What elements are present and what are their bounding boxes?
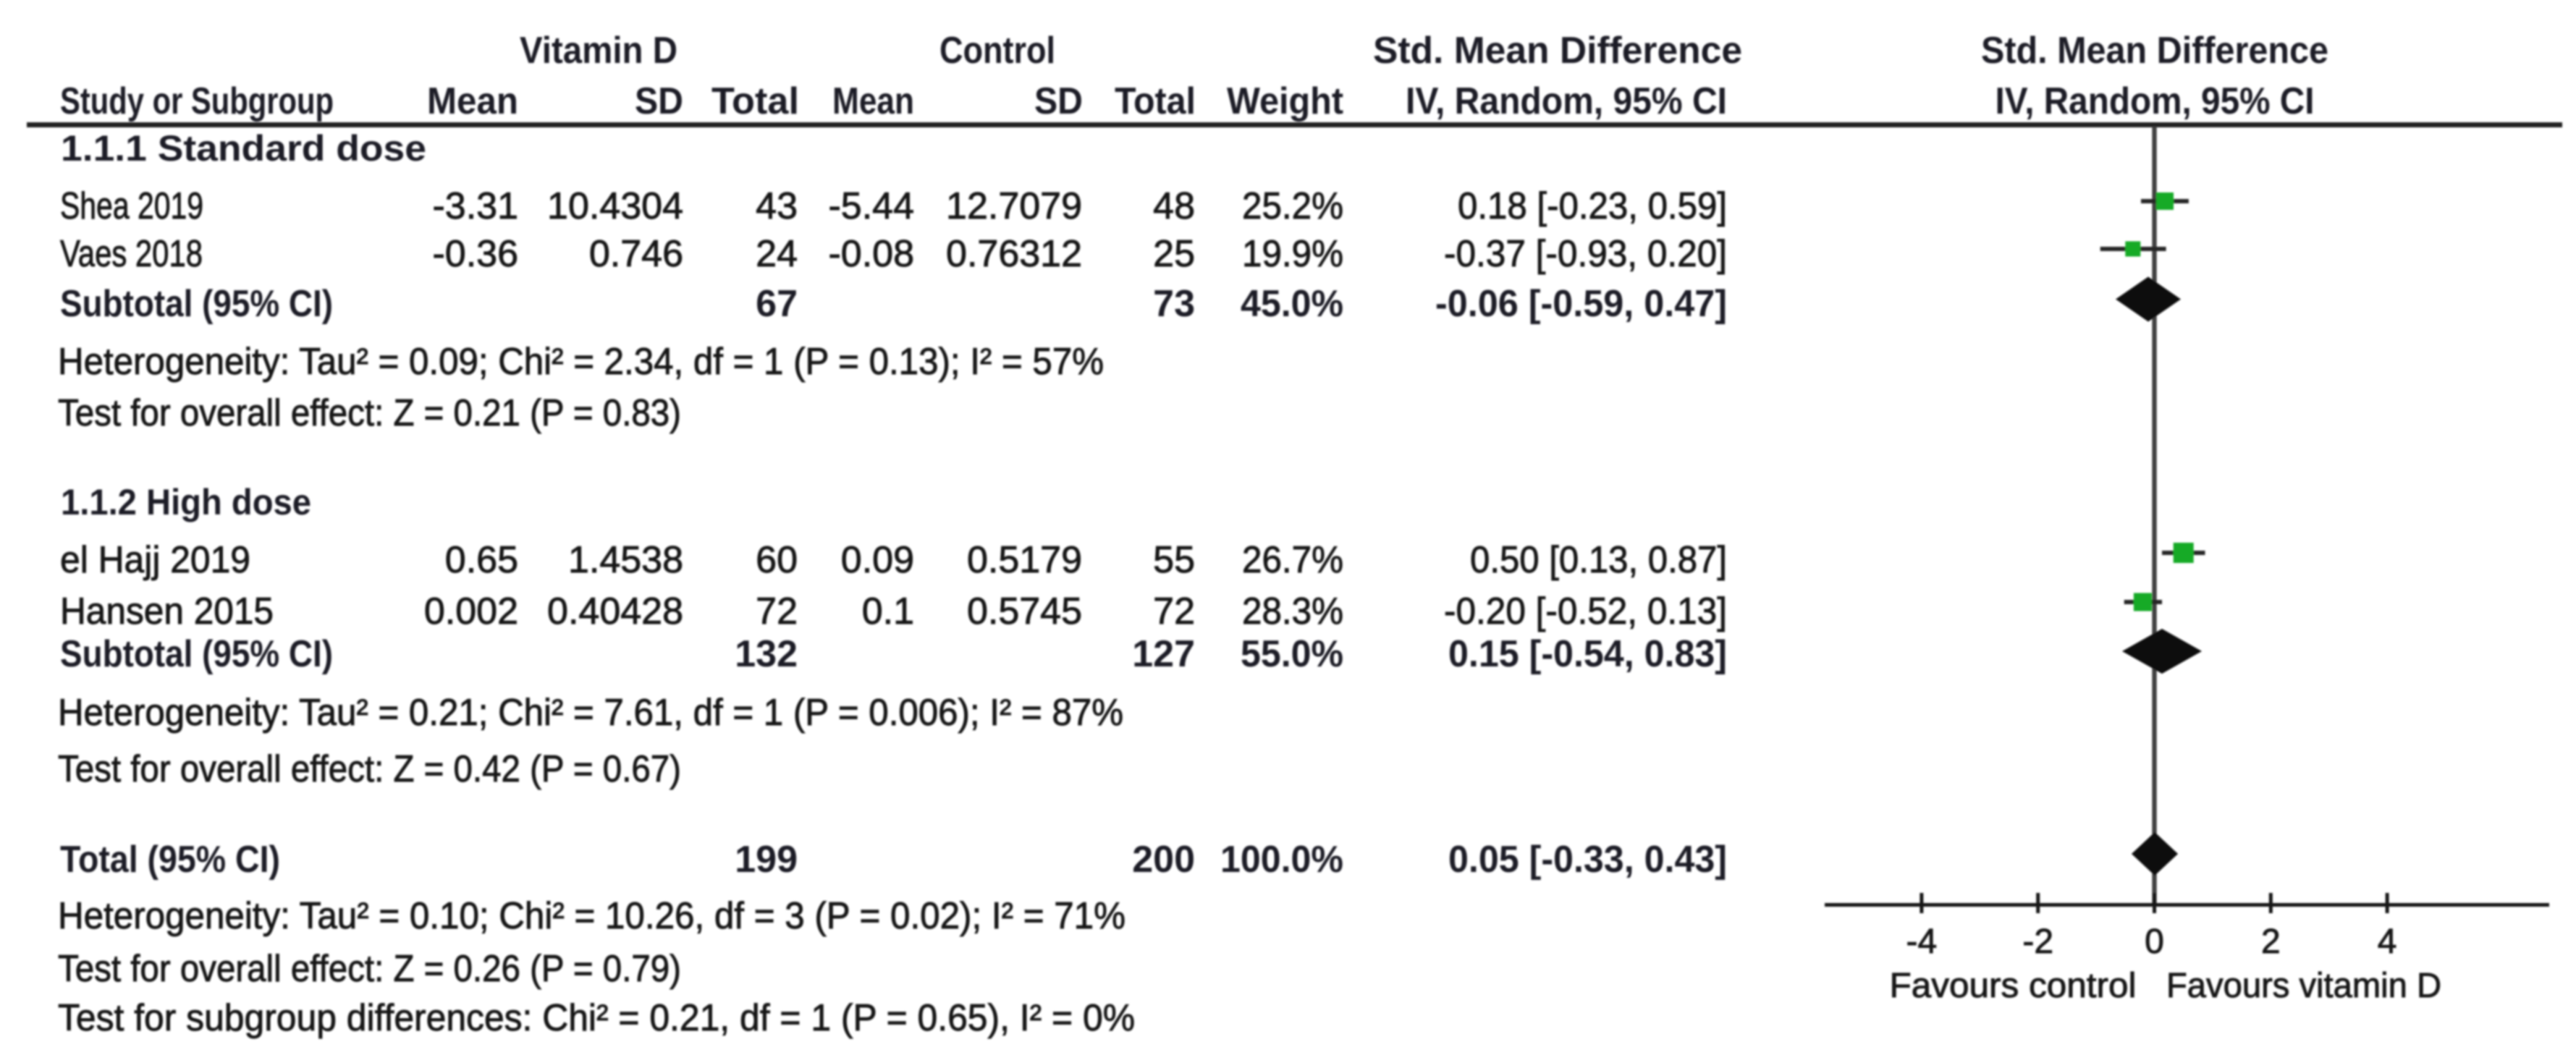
- svg-text:SD: SD: [635, 80, 683, 122]
- svg-text:Heterogeneity: Tau² = 0.10; Ch: Heterogeneity: Tau² = 0.10; Chi² = 10.26…: [58, 895, 1126, 937]
- svg-text:25.2%: 25.2%: [1242, 185, 1343, 227]
- svg-text:1.1.1 Standard dose: 1.1.1 Standard dose: [61, 128, 426, 169]
- svg-text:Favours vitamin D: Favours vitamin D: [2166, 967, 2441, 1005]
- svg-text:10.4304: 10.4304: [547, 185, 683, 227]
- svg-text:72: 72: [1153, 590, 1195, 632]
- svg-text:0.65: 0.65: [445, 539, 518, 581]
- svg-text:0.18 [-0.23, 0.59]: 0.18 [-0.23, 0.59]: [1458, 185, 1727, 227]
- svg-text:100.0%: 100.0%: [1220, 839, 1343, 881]
- svg-text:Std. Mean Difference: Std. Mean Difference: [1373, 30, 1742, 72]
- svg-text:Total: Total: [711, 80, 799, 122]
- svg-text:132: 132: [735, 633, 798, 675]
- svg-text:0.1: 0.1: [862, 590, 914, 632]
- svg-text:Study or Subgroup: Study or Subgroup: [60, 80, 334, 122]
- svg-text:-0.20 [-0.52, 0.13]: -0.20 [-0.52, 0.13]: [1444, 590, 1727, 632]
- svg-text:Total (95% CI): Total (95% CI): [60, 839, 280, 881]
- svg-text:Test for overall effect: Z = 0: Test for overall effect: Z = 0.26 (P = 0…: [58, 948, 681, 990]
- svg-text:0.5179: 0.5179: [967, 539, 1082, 581]
- svg-text:0.05 [-0.33, 0.43]: 0.05 [-0.33, 0.43]: [1448, 839, 1727, 881]
- svg-text:0.15 [-0.54, 0.83]: 0.15 [-0.54, 0.83]: [1448, 633, 1727, 675]
- svg-text:0.50 [0.13, 0.87]: 0.50 [0.13, 0.87]: [1470, 539, 1727, 581]
- svg-text:0.40428: 0.40428: [547, 590, 683, 632]
- svg-text:IV, Random, 95% CI: IV, Random, 95% CI: [1996, 80, 2315, 122]
- svg-text:Std. Mean Difference: Std. Mean Difference: [1981, 30, 2328, 72]
- svg-text:Weight: Weight: [1227, 80, 1343, 122]
- svg-text:-5.44: -5.44: [828, 185, 914, 227]
- svg-text:-0.06 [-0.59, 0.47]: -0.06 [-0.59, 0.47]: [1435, 283, 1727, 325]
- svg-text:Shea 2019: Shea 2019: [60, 185, 203, 227]
- svg-text:-3.31: -3.31: [432, 185, 518, 227]
- svg-text:Vitamin D: Vitamin D: [520, 30, 677, 72]
- svg-text:2: 2: [2261, 923, 2281, 961]
- svg-text:Heterogeneity: Tau² = 0.09; Ch: Heterogeneity: Tau² = 0.09; Chi² = 2.34,…: [58, 341, 1104, 383]
- svg-text:-2: -2: [2022, 923, 2053, 961]
- svg-text:45.0%: 45.0%: [1241, 283, 1343, 325]
- svg-text:Favours control: Favours control: [1890, 967, 2137, 1005]
- svg-text:0.746: 0.746: [589, 233, 683, 275]
- svg-text:el Hajj 2019: el Hajj 2019: [60, 539, 250, 581]
- svg-text:60: 60: [756, 539, 798, 581]
- svg-text:Control: Control: [939, 30, 1055, 72]
- svg-text:127: 127: [1132, 633, 1195, 675]
- svg-text:67: 67: [756, 283, 798, 325]
- svg-text:Test for subgroup differences:: Test for subgroup differences: Chi² = 0.…: [58, 997, 1135, 1039]
- svg-text:0.76312: 0.76312: [946, 233, 1082, 275]
- svg-text:-4: -4: [1906, 923, 1938, 961]
- svg-text:Total: Total: [1115, 80, 1196, 122]
- svg-text:26.7%: 26.7%: [1242, 539, 1343, 581]
- svg-text:Hansen 2015: Hansen 2015: [60, 590, 274, 632]
- svg-text:Vaes 2018: Vaes 2018: [60, 233, 203, 275]
- svg-text:24: 24: [756, 233, 798, 275]
- svg-text:28.3%: 28.3%: [1242, 590, 1343, 632]
- svg-text:1.1.2 High dose: 1.1.2 High dose: [61, 482, 311, 522]
- svg-text:0: 0: [2145, 923, 2164, 961]
- svg-text:Mean: Mean: [832, 80, 914, 122]
- svg-text:Heterogeneity: Tau² = 0.21; Ch: Heterogeneity: Tau² = 0.21; Chi² = 7.61,…: [58, 692, 1123, 734]
- svg-text:199: 199: [735, 839, 798, 881]
- svg-text:Test for overall effect: Z = 0: Test for overall effect: Z = 0.42 (P = 0…: [58, 748, 681, 790]
- svg-text:19.9%: 19.9%: [1242, 233, 1343, 275]
- svg-text:Mean: Mean: [427, 80, 518, 122]
- svg-text:1.4538: 1.4538: [568, 539, 683, 581]
- svg-text:200: 200: [1132, 839, 1195, 881]
- svg-text:-0.36: -0.36: [432, 233, 518, 275]
- svg-text:Subtotal (95% CI): Subtotal (95% CI): [60, 283, 333, 325]
- svg-text:-0.08: -0.08: [828, 233, 914, 275]
- svg-text:SD: SD: [1034, 80, 1083, 122]
- svg-text:0.5745: 0.5745: [967, 590, 1082, 632]
- svg-text:Subtotal (95% CI): Subtotal (95% CI): [60, 633, 333, 675]
- svg-text:48: 48: [1153, 185, 1195, 227]
- svg-text:4: 4: [2378, 923, 2397, 961]
- svg-text:73: 73: [1153, 283, 1195, 325]
- svg-text:55: 55: [1153, 539, 1195, 581]
- svg-text:0.09: 0.09: [841, 539, 914, 581]
- svg-text:0.002: 0.002: [424, 590, 518, 632]
- svg-text:72: 72: [756, 590, 798, 632]
- svg-text:Test for overall effect: Z = 0: Test for overall effect: Z = 0.21 (P = 0…: [58, 392, 681, 434]
- svg-text:43: 43: [756, 185, 798, 227]
- svg-text:12.7079: 12.7079: [946, 185, 1082, 227]
- svg-text:-0.37 [-0.93, 0.20]: -0.37 [-0.93, 0.20]: [1444, 233, 1727, 275]
- svg-text:IV, Random, 95% CI: IV, Random, 95% CI: [1406, 80, 1727, 122]
- svg-text:25: 25: [1153, 233, 1195, 275]
- svg-text:55.0%: 55.0%: [1241, 633, 1343, 675]
